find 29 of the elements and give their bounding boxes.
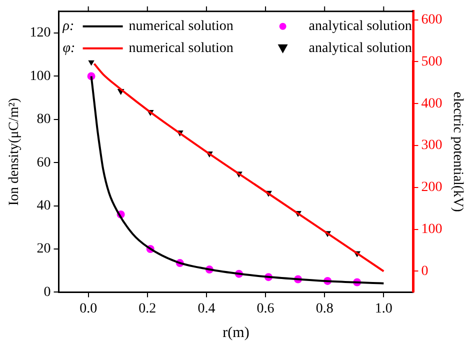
x-tick-label: 0.0 [80, 301, 98, 316]
y-axis-title: Ion density(μC/m²) [7, 98, 22, 206]
y-tick-label: 80 [36, 112, 51, 128]
y2-tick-label: 100 [421, 222, 442, 238]
y2-tick-label: 300 [421, 138, 442, 154]
x-tick-label: 0.4 [198, 301, 216, 316]
y-tick-label: 20 [36, 242, 51, 257]
y-tick-label: 100 [30, 68, 51, 84]
x-tick-label: 0.8 [316, 301, 334, 316]
y-tick-label: 120 [30, 26, 51, 41]
x-axis-title: r(m) [222, 324, 250, 341]
x-tick-label: 1.0 [374, 301, 392, 316]
annotation: ρ: [62, 19, 74, 34]
y-tick-label: 60 [36, 155, 51, 170]
annotation: φ: [62, 41, 76, 56]
legend-label: analytical solution [308, 41, 412, 56]
y2-tick-label: 400 [421, 96, 442, 112]
legend-label: numerical solution [128, 41, 234, 56]
x-tick-label: 0.2 [138, 301, 156, 316]
x-tick-label: 0.6 [256, 301, 274, 316]
y2-tick-label: 600 [421, 12, 442, 28]
y-tick-label: 40 [36, 198, 51, 214]
legend-label: numerical solution [128, 19, 234, 34]
y2-tick-label: 500 [421, 54, 442, 70]
y2-tick-label: 0 [421, 264, 428, 279]
y2-axis-title: electric potential(kV) [450, 92, 465, 212]
legend-label: analytical solution [308, 19, 412, 34]
y2-tick-label: 200 [421, 180, 442, 196]
y-tick-label: 0 [44, 284, 51, 300]
